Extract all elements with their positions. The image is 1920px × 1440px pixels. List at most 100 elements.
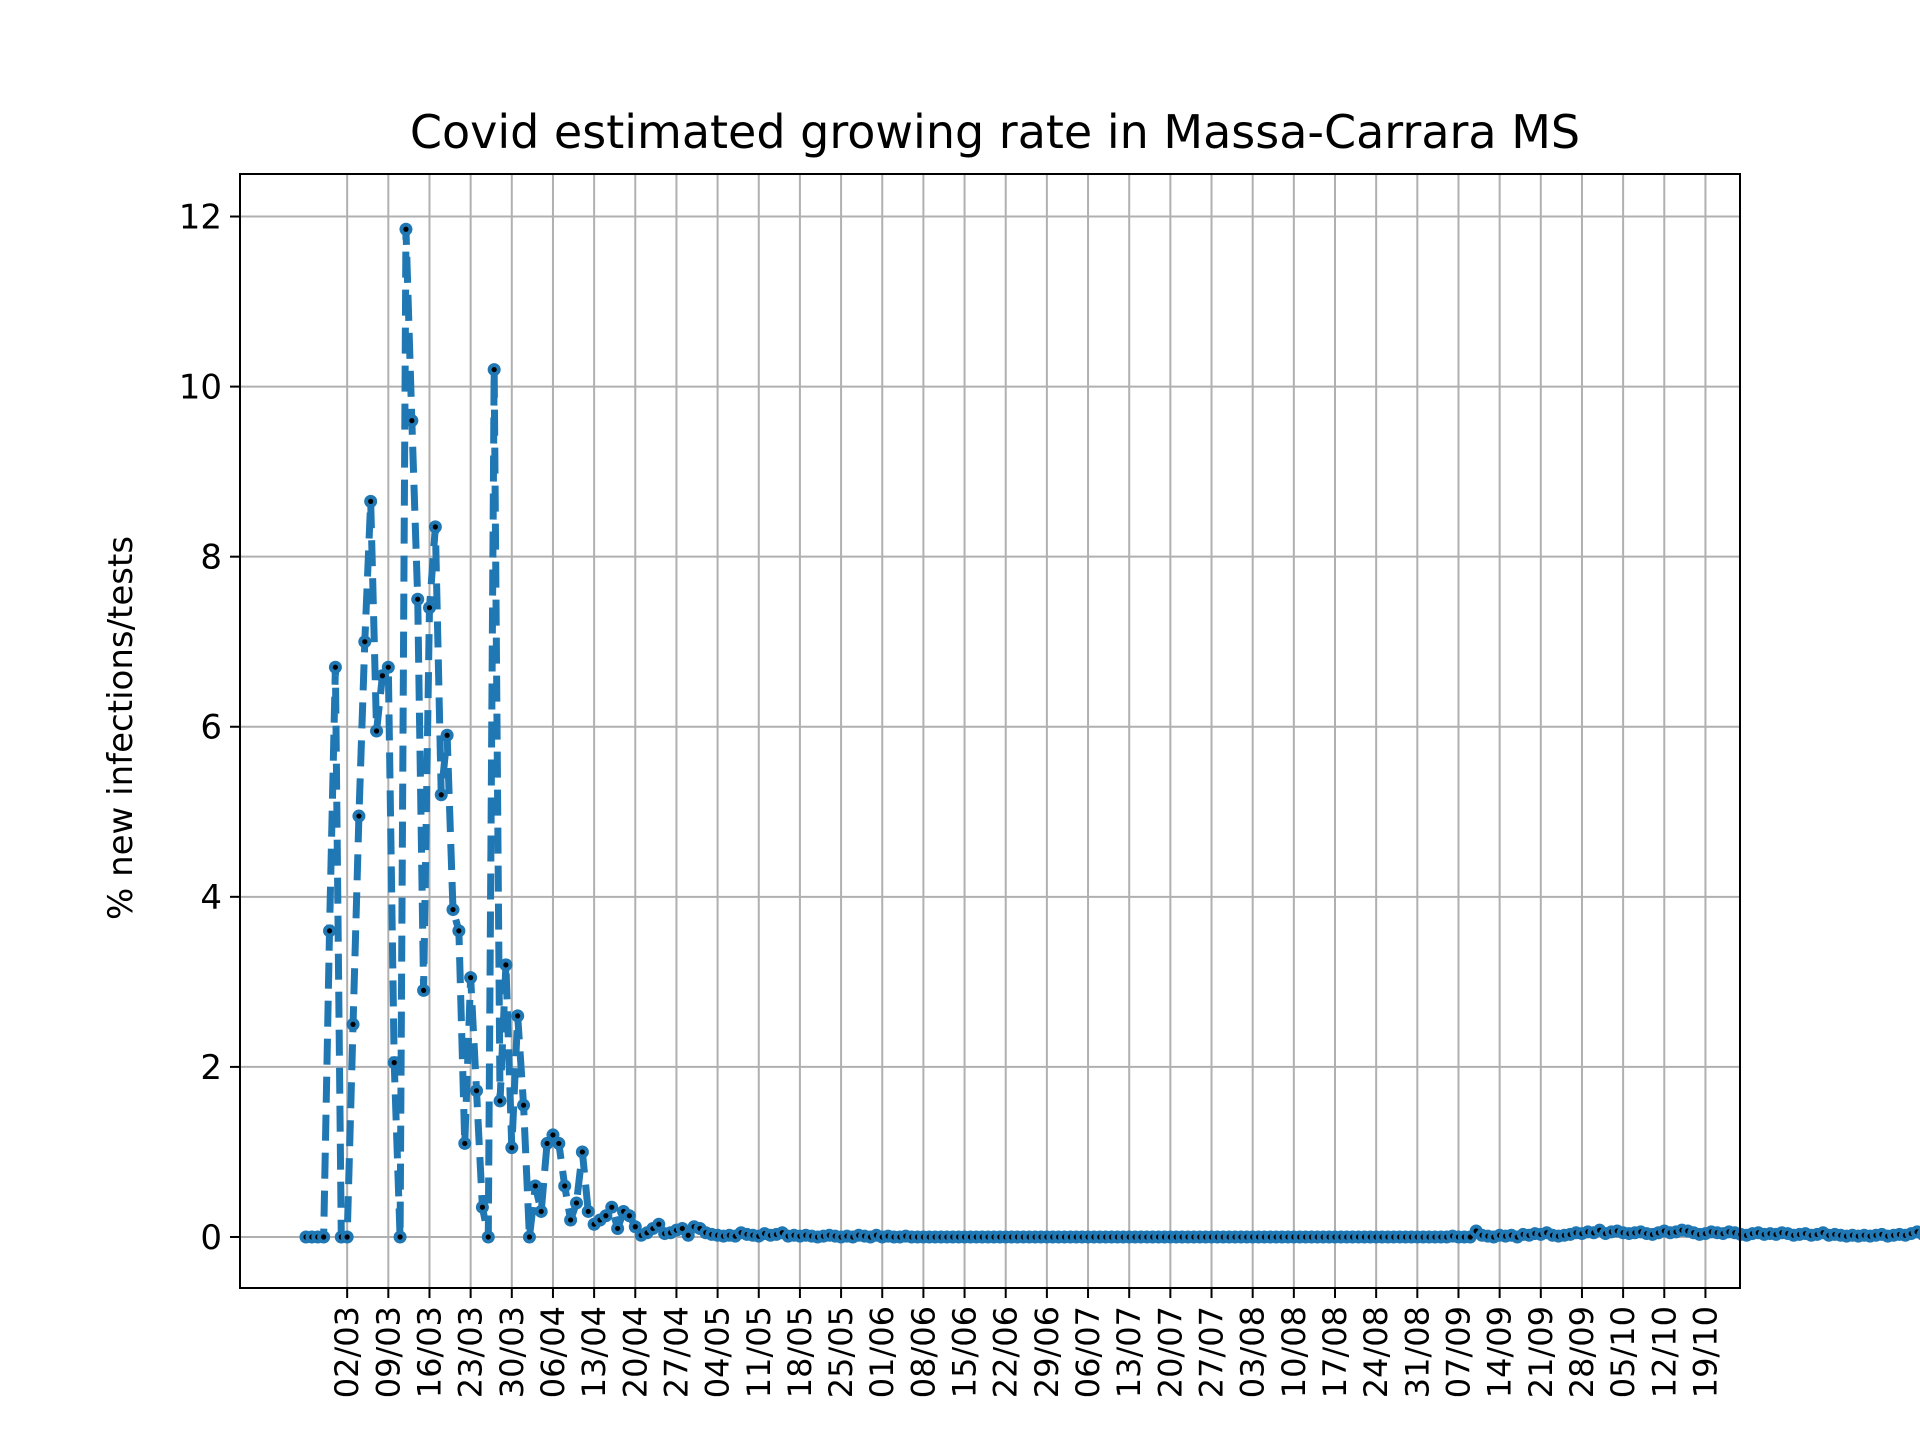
- chart-title: Covid estimated growing rate in Massa-Ca…: [410, 105, 1580, 159]
- x-tick-label: 30/03: [493, 1306, 531, 1398]
- data-point-center: [444, 732, 450, 738]
- x-tick-label: 20/07: [1151, 1306, 1189, 1398]
- data-point-center: [573, 1200, 580, 1206]
- x-tick-label: 07/09: [1439, 1306, 1477, 1398]
- data-point-center: [356, 813, 362, 819]
- series-layer: [299, 222, 1920, 1244]
- data-point-center: [373, 728, 380, 734]
- x-tick-label: 25/05: [822, 1306, 860, 1398]
- x-tick-label: 16/03: [410, 1306, 448, 1398]
- x-tick-label: 04/05: [699, 1306, 737, 1398]
- data-point-center: [368, 498, 374, 504]
- data-point-center: [391, 1060, 397, 1066]
- data-point-center: [432, 524, 438, 530]
- x-tick-label: 22/06: [987, 1306, 1025, 1398]
- data-point-center: [479, 1204, 485, 1210]
- x-tick-label: 10/08: [1275, 1306, 1313, 1398]
- data-point-center: [656, 1221, 662, 1227]
- x-tick-label: 18/05: [781, 1306, 819, 1398]
- x-tick-label: 13/07: [1110, 1306, 1148, 1398]
- data-point-center: [538, 1208, 544, 1215]
- x-tick-label: 01/06: [863, 1306, 901, 1398]
- x-tick-label: 19/10: [1686, 1306, 1724, 1398]
- data-point-center: [632, 1224, 638, 1230]
- y-tick-label: 6: [200, 708, 222, 748]
- y-tick-label: 12: [179, 198, 222, 238]
- data-point-center: [456, 928, 462, 934]
- x-tick-label: 08/06: [904, 1306, 942, 1398]
- data-point-center: [450, 906, 456, 913]
- data-point-center: [685, 1232, 691, 1238]
- x-tick-label: 14/09: [1481, 1306, 1519, 1398]
- data-point-center: [415, 596, 421, 602]
- plot-frame: [239, 173, 1741, 1289]
- x-tick-label: 24/08: [1357, 1306, 1395, 1398]
- x-tick-label: 21/09: [1522, 1306, 1560, 1398]
- data-point-center: [579, 1149, 585, 1155]
- data-point-center: [426, 605, 433, 611]
- x-tick-label: 27/04: [657, 1306, 695, 1398]
- data-point-center: [332, 664, 338, 670]
- data-point-center: [491, 366, 497, 373]
- data-point-center: [438, 792, 444, 798]
- data-point-center: [544, 1140, 550, 1147]
- data-point-center: [615, 1225, 621, 1232]
- data-point-center: [585, 1208, 591, 1215]
- x-tick-label: 12/10: [1645, 1306, 1683, 1398]
- x-tick-label: 09/03: [369, 1306, 407, 1398]
- data-point-center: [468, 975, 474, 981]
- data-point-center: [509, 1145, 515, 1151]
- data-point-center: [568, 1217, 574, 1223]
- data-point-center: [397, 1234, 403, 1240]
- y-axis-label: % new infections/tests: [101, 536, 141, 920]
- x-tick-label: 06/07: [1069, 1306, 1107, 1398]
- data-point-center: [503, 962, 509, 968]
- data-point-center: [520, 1102, 527, 1108]
- data-point-center: [362, 639, 368, 645]
- x-tick-label: 15/06: [946, 1306, 984, 1398]
- data-point-center: [485, 1234, 491, 1240]
- x-tick-label: 02/03: [328, 1306, 366, 1398]
- x-tick-label: 06/04: [534, 1306, 572, 1398]
- data-point-center: [532, 1183, 538, 1189]
- data-point-center: [626, 1213, 633, 1219]
- x-tick-label: 27/07: [1193, 1306, 1231, 1398]
- y-tick-label: 4: [200, 878, 222, 918]
- data-point: [1916, 1228, 1920, 1241]
- data-point-center: [562, 1183, 568, 1189]
- y-tick-label: 10: [179, 368, 222, 408]
- x-tick-label: 17/08: [1316, 1306, 1354, 1398]
- data-point-center: [321, 1234, 327, 1240]
- y-tick-label: 0: [200, 1218, 222, 1258]
- data-point-center: [326, 928, 333, 934]
- data-point-center: [344, 1234, 350, 1240]
- x-tick-label: 20/04: [616, 1306, 654, 1398]
- y-tick-label: 2: [200, 1048, 222, 1088]
- data-point-center: [403, 226, 409, 232]
- x-tick-label: 23/03: [452, 1306, 490, 1398]
- data-point-center: [550, 1132, 556, 1138]
- x-tick-label: 29/06: [1028, 1306, 1066, 1398]
- x-tick-label: 28/09: [1563, 1306, 1601, 1398]
- data-point-center: [421, 987, 427, 993]
- data-point-center: [1467, 1234, 1473, 1240]
- data-point-center: [462, 1140, 468, 1147]
- data-point-center: [385, 664, 391, 670]
- data-point-center: [556, 1140, 562, 1147]
- x-tick-label: 03/08: [1234, 1306, 1272, 1398]
- data-point-center: [526, 1234, 533, 1240]
- data-point-center: [679, 1225, 685, 1232]
- y-tick-label: 8: [200, 538, 222, 578]
- data-point-center: [409, 418, 415, 424]
- data-point-center: [497, 1098, 503, 1104]
- x-tick-label: 11/05: [740, 1306, 778, 1398]
- data-point-center: [473, 1088, 480, 1094]
- x-tick-label: 31/08: [1398, 1306, 1436, 1398]
- x-tick-label: 13/04: [575, 1306, 613, 1398]
- data-point-center: [379, 673, 386, 679]
- data-point-center: [350, 1021, 356, 1027]
- data-point-center: [603, 1213, 609, 1219]
